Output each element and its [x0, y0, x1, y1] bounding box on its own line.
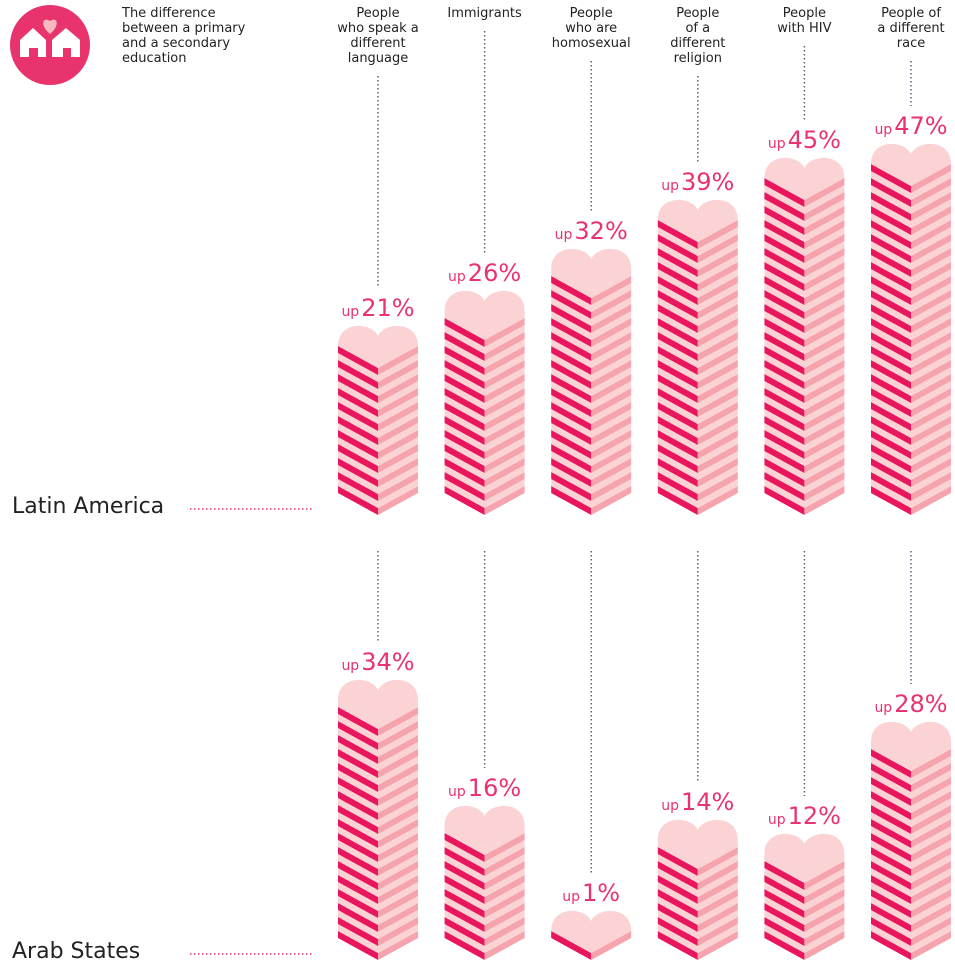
value-prefix: up — [874, 700, 892, 716]
value-text: 32% — [574, 217, 627, 245]
value-label: up12% — [768, 802, 841, 830]
value-prefix: up — [768, 812, 786, 828]
heart-stack — [764, 834, 844, 960]
value-label: up16% — [448, 774, 521, 802]
category-label: People with HIV — [754, 6, 854, 36]
value-prefix: up — [661, 178, 679, 194]
value-text: 45% — [788, 126, 841, 154]
heart-stack — [658, 200, 738, 515]
value-text: 14% — [681, 788, 734, 816]
value-text: 21% — [361, 294, 414, 322]
heart-stack — [871, 144, 951, 515]
row-label: Latin America — [12, 494, 164, 519]
category-label: Immigrants — [435, 6, 535, 21]
value-label: up1% — [562, 879, 620, 907]
value-label: up14% — [661, 788, 734, 816]
heart-stack — [338, 326, 418, 515]
category-label: People of a different religion — [648, 6, 748, 66]
row-label: Arab States — [12, 939, 140, 964]
value-text: 1% — [582, 879, 620, 907]
value-label: up28% — [874, 690, 947, 718]
value-text: 39% — [681, 168, 734, 196]
heart-stack — [445, 806, 525, 960]
value-label: up45% — [768, 126, 841, 154]
page: {"chart_data": {"type": "heart_stack", "… — [0, 0, 955, 975]
chart: Latin Americaup21%up26%up32%up39%up45%up… — [0, 0, 955, 975]
heart-stack — [551, 911, 631, 960]
category-label: People of a different race — [861, 6, 955, 51]
value-text: 12% — [788, 802, 841, 830]
value-prefix: up — [661, 798, 679, 814]
legend-text: The difference between a primary and a s… — [122, 6, 245, 66]
value-text: 28% — [894, 690, 947, 718]
value-text: 16% — [468, 774, 521, 802]
value-prefix: up — [874, 122, 892, 138]
heart-stack — [445, 291, 525, 515]
value-prefix: up — [555, 227, 573, 243]
value-label: up32% — [555, 217, 628, 245]
value-prefix: up — [341, 304, 359, 320]
legend-icon — [10, 5, 90, 85]
value-label: up47% — [874, 112, 947, 140]
value-label: up26% — [448, 259, 521, 287]
heart-stack — [871, 722, 951, 960]
value-prefix: up — [448, 269, 466, 285]
value-text: 34% — [361, 648, 414, 676]
value-prefix: up — [448, 784, 466, 800]
heart-top — [551, 911, 631, 953]
value-label: up39% — [661, 168, 734, 196]
value-prefix: up — [562, 889, 580, 905]
value-label: up21% — [341, 294, 414, 322]
heart-stack — [338, 680, 418, 960]
value-label: up34% — [341, 648, 414, 676]
category-label: People who are homosexual — [541, 6, 641, 51]
heart-stack — [764, 158, 844, 515]
value-text: 47% — [894, 112, 947, 140]
value-prefix: up — [341, 658, 359, 674]
heart-stack — [551, 249, 631, 515]
value-text: 26% — [468, 259, 521, 287]
value-prefix: up — [768, 136, 786, 152]
heart-stack — [658, 820, 738, 960]
category-label: People who speak a different language — [328, 6, 428, 66]
